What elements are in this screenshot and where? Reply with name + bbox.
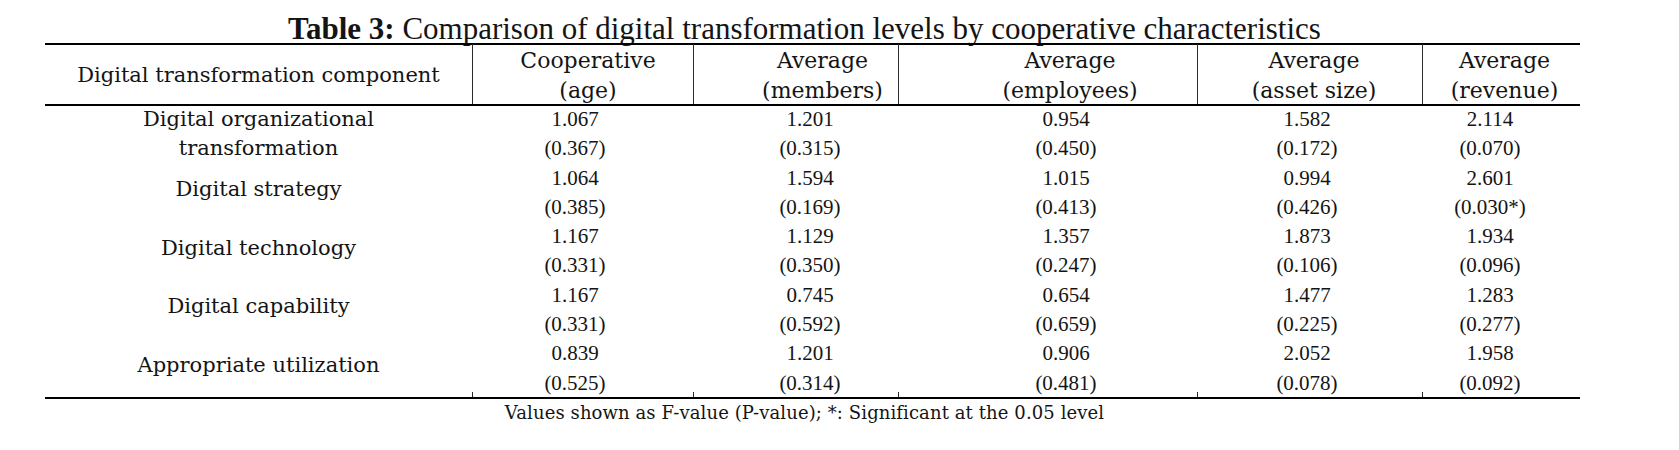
value-cell: 1.873(0.106) [1190,222,1424,281]
value-cell: 1.594(0.169) [678,164,942,223]
value-cell: 1.958(0.092) [1424,339,1580,398]
value-cell: 2.114(0.070) [1424,105,1580,164]
row-label: Digital technology [45,222,472,281]
value-cell: 1.064(0.385) [472,164,678,223]
value-cell: 2.052(0.078) [1190,339,1424,398]
header-col-members: Average(members) [704,44,941,105]
table-title: Table 3: Comparison of digital transform… [29,12,1580,46]
value-cell: 1.167(0.331) [472,222,678,281]
value-cell: 2.601(0.030*) [1424,164,1580,223]
header-col-revenue: Average(revenue) [1429,44,1580,105]
value-cell: 0.745(0.592) [678,281,942,340]
value-cell: 1.582(0.172) [1190,105,1424,164]
value-cell: 1.067(0.367) [472,105,678,164]
value-cell: 0.994(0.426) [1190,164,1424,223]
header-col-age: Cooperative(age) [472,44,704,105]
header-col-employees: Average(employees) [941,44,1199,105]
header-col-asset-size: Average(asset size) [1199,44,1429,105]
document-page: Table 3: Comparison of digital transform… [0,0,1679,450]
table-title-text: Comparison of digital transformation lev… [395,11,1321,46]
value-cell: 1.129(0.350) [678,222,942,281]
value-cell: 1.201(0.314) [678,339,942,398]
value-cell: 1.015(0.413) [942,164,1190,223]
value-cell: 1.357(0.247) [942,222,1190,281]
value-cell: 1.477(0.225) [1190,281,1424,340]
table-footnote: Values shown as F-value (P-value); *: Si… [29,402,1580,424]
table-body: Digital organizationaltransformation 1.0… [45,105,1580,398]
value-cell: 1.167(0.331) [472,281,678,340]
table-title-label: Table 3: [288,11,395,46]
value-cell: 1.201(0.315) [678,105,942,164]
value-cell: 0.839(0.525) [472,339,678,398]
value-cell: 0.654(0.659) [942,281,1190,340]
row-label: Digital capability [45,281,472,340]
value-cell: 1.934(0.096) [1424,222,1580,281]
row-label: Digital strategy [45,164,472,223]
row-label: Appropriate utilization [45,339,472,398]
value-cell: 0.906(0.481) [942,339,1190,398]
value-cell: 0.954(0.450) [942,105,1190,164]
table-header-row: Digital transformation component Coopera… [45,44,1580,105]
value-cell: 1.283(0.277) [1424,281,1580,340]
row-label: Digital organizationaltransformation [45,105,472,164]
header-component: Digital transformation component [45,44,472,105]
